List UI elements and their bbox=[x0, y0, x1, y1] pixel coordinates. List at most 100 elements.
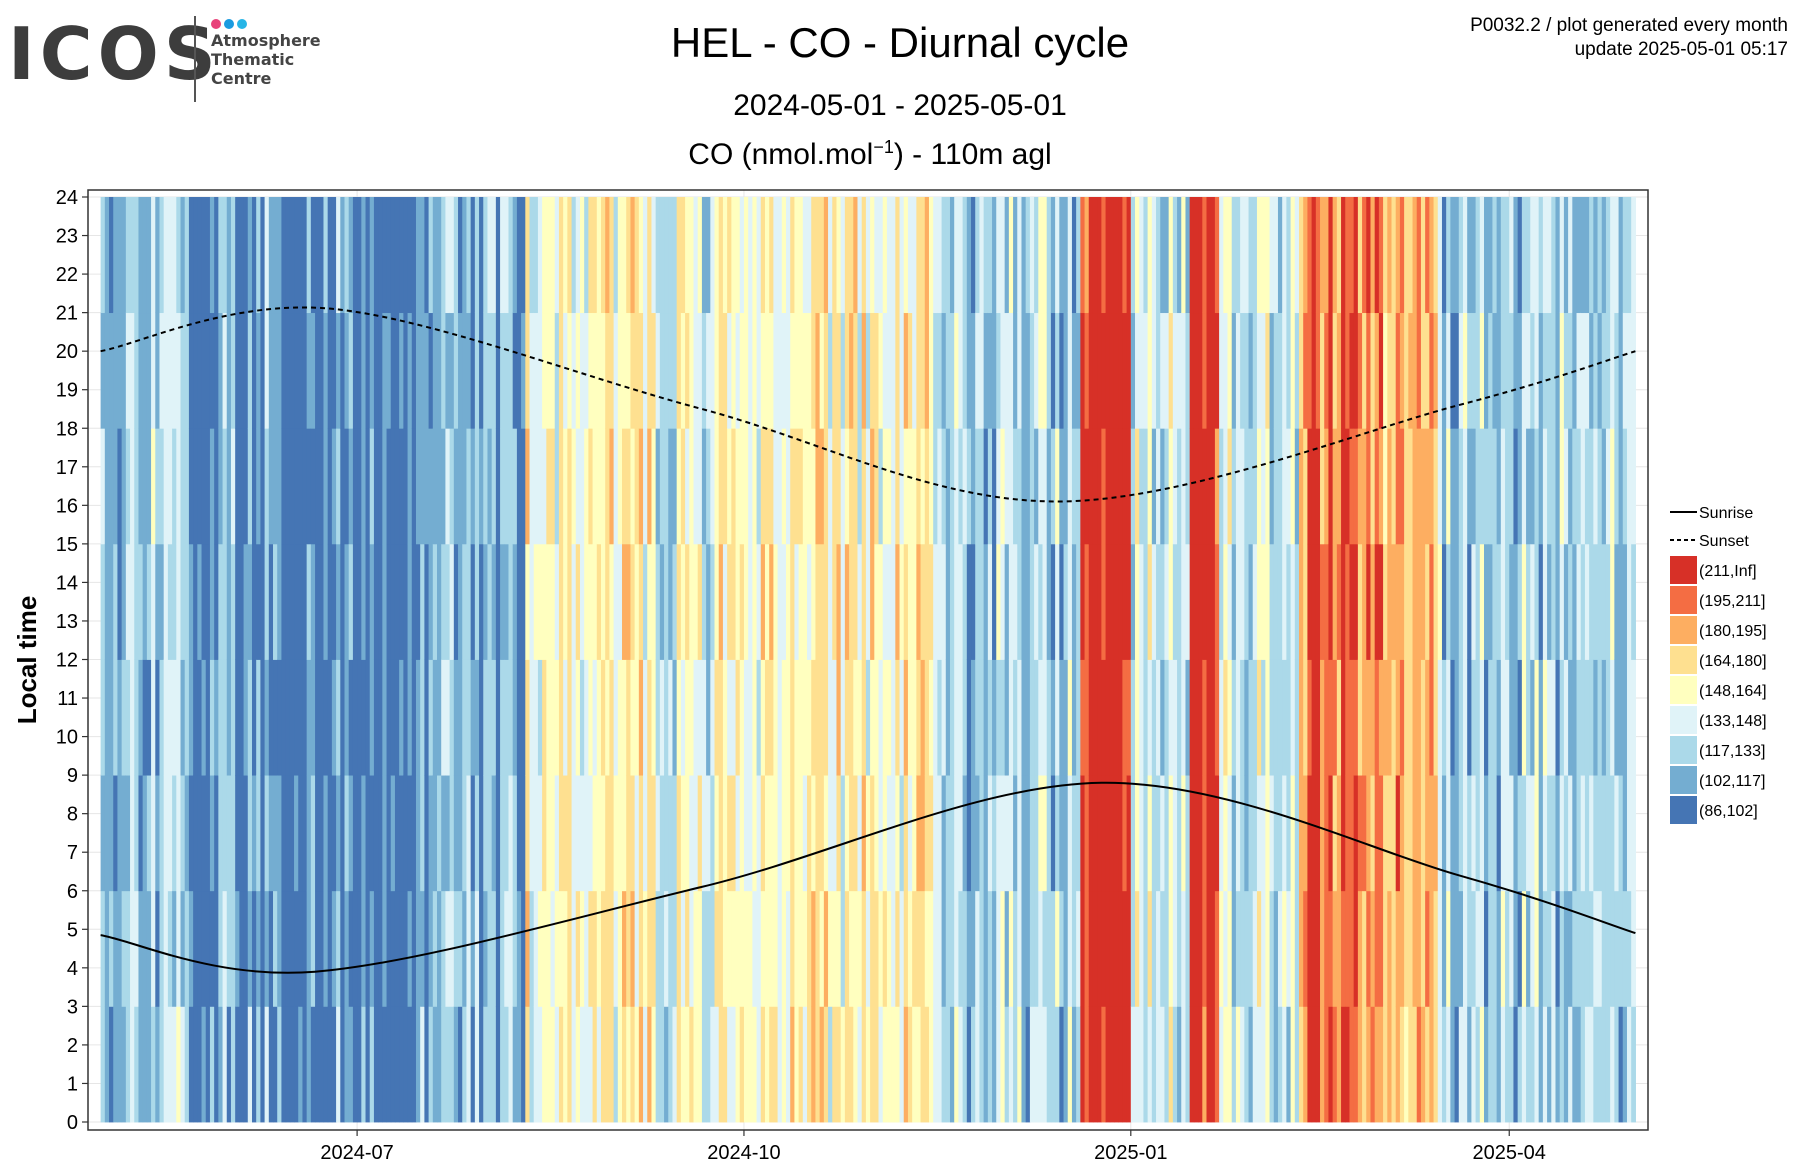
heatmap-cell bbox=[432, 775, 438, 892]
heatmap-cell bbox=[415, 775, 421, 892]
heatmap-cell bbox=[811, 890, 817, 1007]
heatmap-cell bbox=[218, 428, 224, 545]
heatmap-cell bbox=[1332, 428, 1338, 545]
heatmap-cell bbox=[188, 428, 194, 545]
heatmap-cell bbox=[975, 312, 981, 429]
heatmap-cell bbox=[554, 659, 560, 776]
heatmap-cell bbox=[1568, 659, 1573, 776]
heatmap-cell bbox=[1563, 659, 1569, 776]
heatmap-cell bbox=[1383, 312, 1388, 429]
heatmap-cell bbox=[1113, 312, 1119, 429]
heatmap-cell bbox=[1008, 312, 1014, 429]
heatmap-cell bbox=[1156, 428, 1161, 545]
heatmap-cell bbox=[609, 197, 615, 314]
variable-label-prefix: CO (nmol.mol bbox=[688, 138, 874, 171]
heatmap-cell bbox=[643, 543, 648, 660]
heatmap-cell bbox=[1324, 775, 1330, 892]
variable-label: CO (nmol.mol−1) - 110m agl bbox=[0, 137, 1740, 172]
heatmap-cell bbox=[1441, 543, 1447, 660]
heatmap-cell bbox=[1542, 775, 1548, 892]
heatmap-cell bbox=[802, 659, 808, 776]
heatmap-cell bbox=[1450, 890, 1456, 1007]
heatmap-cell bbox=[802, 775, 808, 892]
heatmap-cell bbox=[899, 890, 905, 1007]
heatmap-cell bbox=[609, 775, 615, 892]
heatmap-cell bbox=[832, 890, 838, 1007]
heatmap-cell bbox=[441, 197, 447, 314]
heatmap-cell bbox=[151, 197, 156, 314]
heatmap-cell bbox=[912, 543, 917, 660]
heatmap-cell bbox=[1299, 1006, 1304, 1123]
heatmap-cell bbox=[1055, 543, 1060, 660]
heatmap-cell bbox=[1130, 775, 1136, 892]
heatmap-cell bbox=[1593, 543, 1599, 660]
heatmap-cell bbox=[1366, 312, 1372, 429]
heatmap-cell bbox=[571, 1006, 577, 1123]
heatmap-cell bbox=[1177, 659, 1182, 776]
heatmap-cell bbox=[722, 659, 728, 776]
heatmap-cell bbox=[891, 428, 896, 545]
heatmap-cell bbox=[1492, 1006, 1498, 1123]
heatmap-cell bbox=[525, 1006, 531, 1123]
heatmap-cell bbox=[979, 1006, 985, 1123]
heatmap-cell bbox=[626, 428, 632, 545]
heatmap-cell bbox=[600, 428, 606, 545]
heatmap-cell bbox=[1151, 543, 1157, 660]
logo-line: Centre bbox=[211, 69, 272, 88]
heatmap-cell bbox=[1252, 1006, 1258, 1123]
heatmap-cell bbox=[1143, 197, 1149, 314]
heatmap-cell bbox=[487, 543, 493, 660]
heatmap-cell bbox=[109, 775, 114, 892]
heatmap-cell bbox=[1454, 312, 1460, 429]
heatmap-cell bbox=[226, 659, 232, 776]
heatmap-cell bbox=[151, 890, 156, 1007]
heatmap-cell bbox=[609, 659, 615, 776]
heatmap-cell bbox=[1248, 890, 1254, 1007]
heatmap-cell bbox=[1050, 197, 1056, 314]
heatmap-cell bbox=[479, 1006, 484, 1123]
heatmap-cell bbox=[125, 1006, 131, 1123]
heatmap-cell bbox=[369, 659, 375, 776]
heatmap-cell bbox=[764, 775, 770, 892]
heatmap-cell bbox=[1122, 197, 1128, 314]
heatmap-cell bbox=[643, 1006, 648, 1123]
heatmap-cell bbox=[268, 543, 274, 660]
heatmap-cell bbox=[735, 775, 741, 892]
heatmap-cell bbox=[281, 659, 287, 776]
heatmap-cell bbox=[121, 890, 127, 1007]
heatmap-cell bbox=[1441, 1006, 1447, 1123]
heatmap-cell bbox=[605, 543, 610, 660]
y-tick-label: 12 bbox=[56, 650, 78, 672]
heatmap-cell bbox=[1383, 775, 1388, 892]
heatmap-cell bbox=[554, 1006, 560, 1123]
heatmap-cell bbox=[916, 890, 922, 1007]
heatmap-cell bbox=[1484, 543, 1489, 660]
heatmap-cell bbox=[651, 543, 657, 660]
y-tick-label: 5 bbox=[67, 919, 78, 941]
heatmap-cell bbox=[537, 543, 543, 660]
heatmap-cell bbox=[899, 659, 905, 776]
heatmap-cell bbox=[1412, 312, 1418, 429]
heatmap-cell bbox=[441, 659, 447, 776]
heatmap-cell bbox=[352, 197, 358, 314]
heatmap-cell bbox=[1383, 1006, 1388, 1123]
heatmap-cell bbox=[689, 1006, 695, 1123]
heatmap-cell bbox=[336, 197, 341, 314]
heatmap-cell bbox=[815, 197, 821, 314]
heatmap-cell bbox=[1042, 1006, 1048, 1123]
heatmap-cell bbox=[394, 428, 400, 545]
heatmap-cell bbox=[916, 659, 922, 776]
heatmap-cell bbox=[727, 428, 732, 545]
heatmap-cell bbox=[756, 659, 762, 776]
heatmap-cell bbox=[256, 1006, 261, 1123]
heatmap-cell bbox=[727, 775, 732, 892]
heatmap-cell bbox=[420, 890, 425, 1007]
heatmap-cell bbox=[306, 543, 312, 660]
heatmap-cell bbox=[1391, 197, 1397, 314]
heatmap-cell bbox=[920, 543, 926, 660]
heatmap-cell bbox=[1332, 543, 1338, 660]
heatmap-cell bbox=[992, 428, 997, 545]
heatmap-cell bbox=[504, 659, 510, 776]
heatmap-cell bbox=[273, 428, 278, 545]
heatmap-cell bbox=[832, 659, 838, 776]
